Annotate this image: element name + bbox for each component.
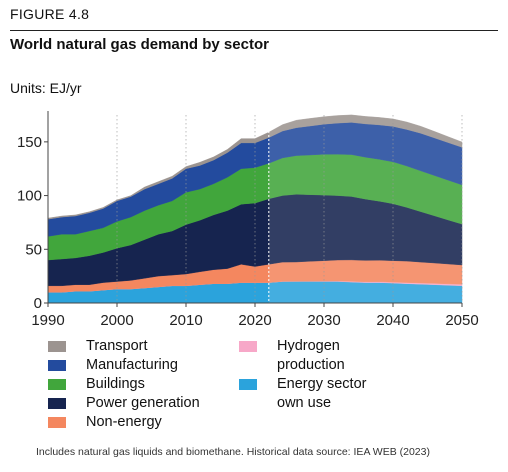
axes: 0 50 100 150 1990 2000 2010 2020 2030 2040 2050 <box>17 111 479 329</box>
y-tick-label-100: 100 <box>17 188 42 205</box>
x-tick-label-2010: 2010 <box>169 312 202 329</box>
legend-swatch <box>239 341 257 352</box>
legend-swatch <box>239 379 257 390</box>
legend-label: Manufacturing <box>86 357 178 373</box>
figure-label: FIGURE 4.8 <box>10 6 90 22</box>
stacked-area-chart: 0 50 100 150 1990 2000 2010 2020 2030 2040 2050 <box>16 105 479 329</box>
forecast-shade <box>268 105 462 303</box>
legend-label: Energy sector own use <box>277 376 367 411</box>
legend-item-hydrogen-production: Hydrogen production <box>239 337 366 375</box>
legend-swatch <box>48 417 66 428</box>
legend-item-manufacturing: Manufacturing <box>48 356 200 375</box>
legend-swatch <box>48 379 66 390</box>
legend-label: Buildings <box>86 376 145 392</box>
legend-swatch <box>48 398 66 409</box>
x-tick-label-2020: 2020 <box>238 312 271 329</box>
legend-item-energy-sector-own-use: Energy sector own use <box>239 375 366 413</box>
legend-item-power-generation: Power generation <box>48 394 200 413</box>
x-tick-label-1990: 1990 <box>31 312 64 329</box>
legend-label: Power generation <box>86 395 200 411</box>
legend-label: Hydrogen production <box>277 338 345 373</box>
header-divider <box>10 30 498 31</box>
legend-item-non-energy: Non-energy <box>48 413 200 432</box>
x-tick-label-2040: 2040 <box>376 312 409 329</box>
legend-label: Transport <box>86 338 148 354</box>
legend-label: Non-energy <box>86 414 162 430</box>
x-tick-label-2030: 2030 <box>307 312 340 329</box>
y-tick-label-0: 0 <box>34 295 42 312</box>
x-tick-label-2000: 2000 <box>100 312 133 329</box>
x-tick-label-2050: 2050 <box>445 312 478 329</box>
units-label: Units: EJ/yr <box>10 80 82 96</box>
chart-title: World natural gas demand by sector <box>10 36 269 53</box>
legend-column-2: Hydrogen production Energy sector own use <box>239 337 366 413</box>
legend-item-transport: Transport <box>48 337 200 356</box>
y-tick-label-150: 150 <box>17 134 42 151</box>
grid-lines <box>116 115 463 303</box>
legend-swatch <box>48 360 66 371</box>
legend-item-buildings: Buildings <box>48 375 200 394</box>
legend-swatch <box>48 341 66 352</box>
y-tick-label-50: 50 <box>25 241 42 258</box>
footnote: Includes natural gas liquids and biometh… <box>36 446 430 458</box>
forecast-overlay <box>268 105 462 303</box>
legend-column-1: Transport Manufacturing Buildings Power gen… <box>48 337 200 432</box>
